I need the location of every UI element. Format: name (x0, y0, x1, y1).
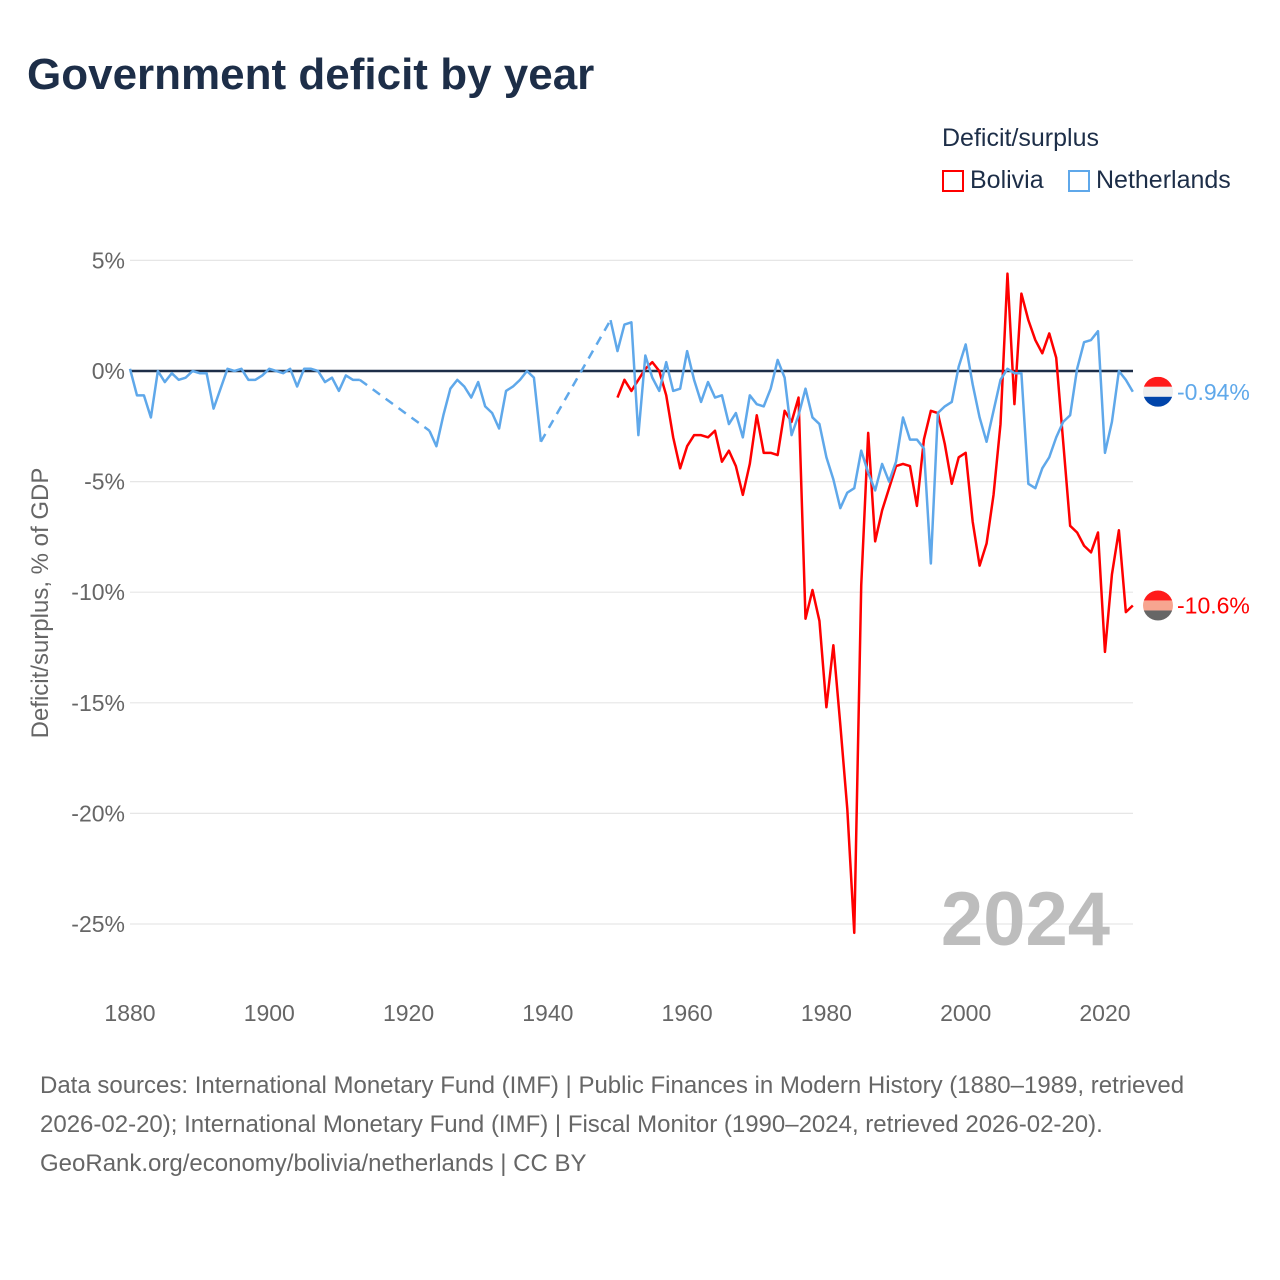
series-line-netherlands (609, 319, 1134, 565)
series-line-netherlands (128, 367, 360, 419)
legend-title: Deficit/surplus (942, 124, 1099, 152)
end-label-bolivia: -10.6% (1177, 592, 1250, 618)
page-title: Government deficit by year (27, 50, 595, 99)
footer: Data sources: International Monetary Fun… (40, 1066, 1240, 1183)
series-line-bolivia (616, 272, 1134, 935)
series-gap-netherlands (359, 378, 431, 432)
flag-icon-netherlands (1143, 376, 1173, 407)
x-tick-label: 1940 (522, 1000, 573, 1026)
y-axis-label: Deficit/surplus, % of GDP (27, 468, 54, 739)
y-tick-label: -20% (71, 800, 125, 826)
y-tick-label: -10% (71, 579, 125, 605)
legend-label-bolivia: Bolivia (970, 166, 1044, 194)
y-tick-label: 0% (92, 358, 125, 384)
x-tick-label: 2000 (940, 1000, 991, 1026)
y-tick-label: 5% (92, 247, 125, 273)
x-tick-label: 1880 (104, 1000, 155, 1026)
data-sources: Data sources: International Monetary Fun… (40, 1072, 1185, 1138)
legend-label-netherlands: Netherlands (1096, 166, 1231, 194)
flag-icon-bolivia (1143, 590, 1173, 621)
legend-swatch-netherlands (1068, 169, 1090, 192)
series-line-netherlands (428, 369, 543, 448)
year-watermark: 2024 (941, 877, 1110, 962)
y-tick-label: -5% (84, 469, 125, 495)
y-tick-label: -15% (71, 690, 125, 716)
x-tick-label: 1980 (801, 1000, 852, 1026)
legend-item-netherlands[interactable]: Netherlands (1068, 166, 1231, 195)
y-tick-label: -25% (71, 911, 125, 937)
credit-link[interactable]: GeoRank.org/economy/bolivia/netherlands … (40, 1150, 587, 1177)
line-chart: 5% 0% -5% -10% -15% -20% -25% 1880 1900 1920 1940 1… (27, 247, 1250, 1026)
x-tick-label: 2020 (1079, 1000, 1130, 1026)
end-label-netherlands: -0.94% (1177, 379, 1250, 405)
series-gap-netherlands (539, 319, 612, 443)
x-tick-label: 1900 (244, 1000, 295, 1026)
legend-swatch-bolivia (942, 169, 964, 192)
x-tick-label: 1960 (662, 1000, 713, 1026)
x-tick-label: 1920 (383, 1000, 434, 1026)
legend-item-bolivia[interactable]: Bolivia (942, 166, 1044, 195)
